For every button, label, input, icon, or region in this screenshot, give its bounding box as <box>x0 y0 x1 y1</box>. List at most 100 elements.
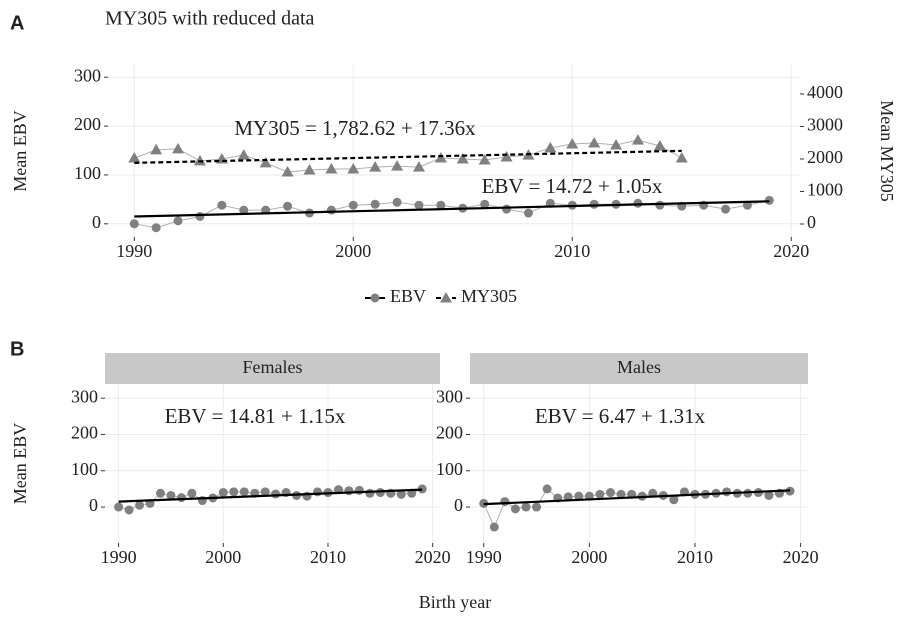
plot-background <box>108 65 800 237</box>
chart-title: MY305 with reduced data <box>105 8 315 30</box>
marker <box>129 219 139 229</box>
trend-line <box>118 488 423 503</box>
marker <box>303 164 316 175</box>
marker <box>655 200 665 210</box>
x-axis-label: Birth year <box>419 592 491 612</box>
legend-label: EBV <box>390 286 426 306</box>
marker <box>764 195 774 205</box>
marker <box>574 491 584 501</box>
x-tick-label: 2020 <box>783 547 819 567</box>
facet-strip <box>105 353 440 384</box>
y2-tick-label: 1000 <box>807 180 843 200</box>
marker <box>502 204 512 214</box>
marker <box>135 500 145 510</box>
marker <box>588 137 601 148</box>
marker <box>365 488 375 498</box>
marker <box>721 204 731 214</box>
marker <box>392 197 402 207</box>
legend-label: MY305 <box>461 286 517 306</box>
trend-line <box>483 489 791 506</box>
marker <box>456 152 469 164</box>
marker <box>489 522 499 532</box>
marker <box>631 134 644 145</box>
marker <box>344 486 354 496</box>
y-tick-label: 100 <box>74 163 101 183</box>
marker <box>544 141 557 153</box>
marker <box>150 143 163 155</box>
marker <box>436 200 446 210</box>
marker <box>669 495 679 505</box>
x-tick-label: 2010 <box>310 547 346 567</box>
marker <box>239 487 249 497</box>
y-tick-label: 0 <box>92 212 101 232</box>
y-tick-label: 200 <box>436 423 463 443</box>
marker <box>283 201 293 211</box>
marker <box>173 216 183 226</box>
marker <box>500 497 510 507</box>
y-tick-label: 300 <box>436 386 463 406</box>
marker <box>412 161 425 172</box>
marker <box>271 489 281 499</box>
marker <box>589 199 599 209</box>
marker <box>542 484 552 494</box>
marker <box>391 160 404 171</box>
panel-label: B <box>10 338 24 360</box>
marker <box>566 138 579 149</box>
marker <box>229 487 239 497</box>
marker <box>281 165 294 177</box>
marker <box>675 151 688 163</box>
y-tick-label: 200 <box>74 114 101 134</box>
marker <box>595 489 605 499</box>
marker <box>259 156 272 168</box>
marker <box>195 211 205 221</box>
x-tick-label: 1990 <box>101 547 137 567</box>
marker <box>414 200 424 210</box>
marker <box>326 205 336 215</box>
marker <box>396 489 406 499</box>
annotation: EBV = 14.72 + 1.05x <box>482 174 663 198</box>
marker <box>653 139 666 151</box>
trend-line <box>134 200 770 218</box>
facet-strip <box>470 353 808 384</box>
marker <box>369 161 382 172</box>
marker <box>128 151 141 163</box>
legend-marker <box>440 292 452 303</box>
y-tick-label: 300 <box>71 386 98 406</box>
marker <box>217 200 227 210</box>
marker <box>176 493 186 503</box>
marker <box>616 489 626 499</box>
marker <box>764 490 774 500</box>
marker <box>187 488 197 498</box>
marker <box>633 198 643 208</box>
x-tick-label: 2010 <box>554 241 590 261</box>
marker <box>155 488 165 498</box>
marker <box>166 490 176 500</box>
panel-label: A <box>10 12 24 34</box>
marker <box>510 504 520 514</box>
marker <box>354 485 364 495</box>
x-tick-label: 2010 <box>677 547 713 567</box>
marker <box>124 505 134 515</box>
x-tick-label: 1990 <box>466 547 502 567</box>
y-tick-label: 100 <box>436 459 463 479</box>
marker <box>218 488 228 498</box>
y-tick-label: 100 <box>71 459 98 479</box>
x-tick-label: 2000 <box>571 547 607 567</box>
y-axis-label: Mean EBV <box>10 110 30 191</box>
marker <box>237 149 250 160</box>
marker <box>370 199 380 209</box>
annotation: EBV = 6.47 + 1.31x <box>535 404 706 428</box>
marker <box>480 199 490 209</box>
marker <box>151 223 161 233</box>
y2-tick-label: 4000 <box>807 82 843 102</box>
y-axis-label: Mean EBV <box>10 423 30 504</box>
x-tick-label: 2020 <box>773 241 809 261</box>
marker <box>114 502 124 512</box>
plot-background <box>470 384 808 543</box>
trend-line <box>134 149 682 164</box>
annotation: MY305 = 1,782.62 + 17.36x <box>234 116 476 140</box>
y2-tick-label: 0 <box>807 212 816 232</box>
marker <box>375 488 385 498</box>
